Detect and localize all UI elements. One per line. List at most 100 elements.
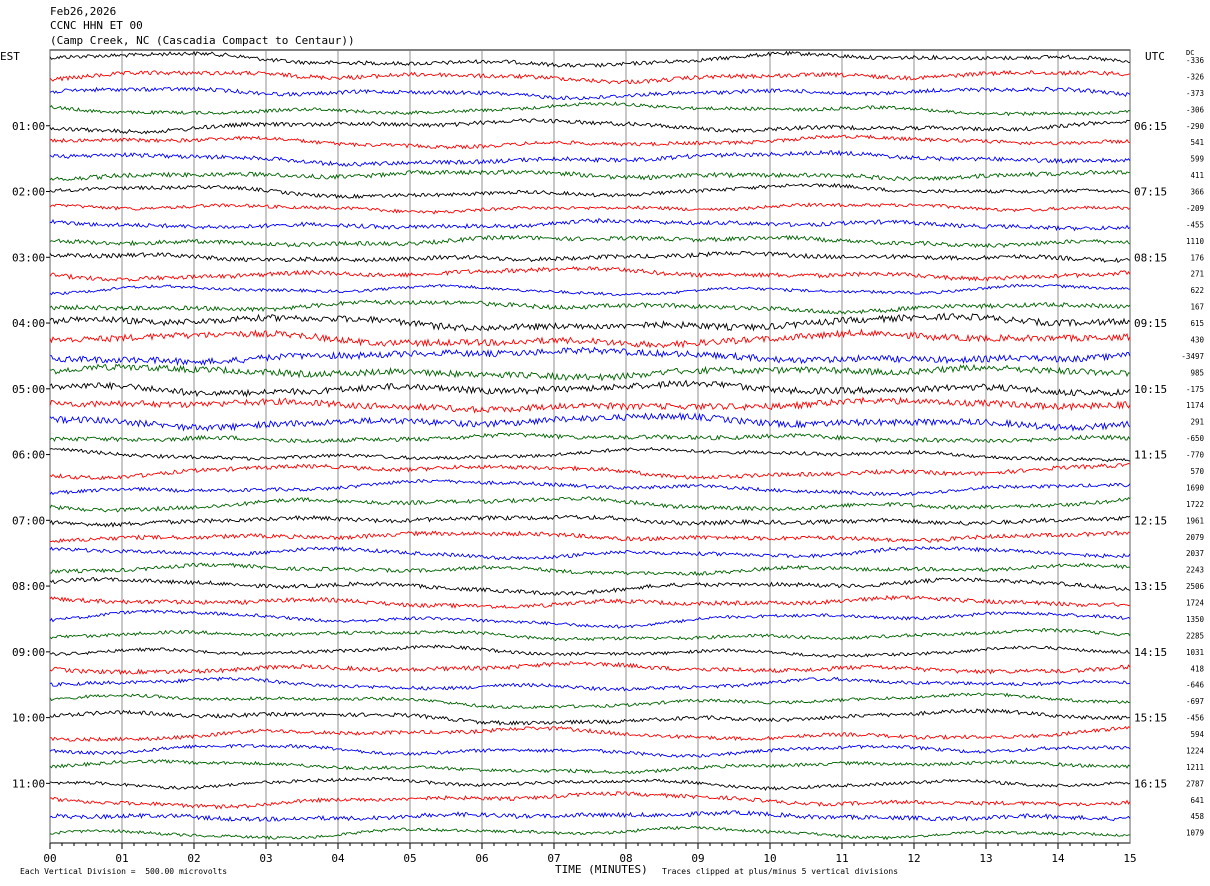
right-hour-label: 16:15 <box>1134 777 1167 790</box>
dc-offset-label: 1110 <box>1186 237 1205 246</box>
right-hour-label: 09:15 <box>1134 317 1167 330</box>
right-hour-label: 14:15 <box>1134 646 1167 659</box>
scale-note: Each Vertical Division = 500.00 microvol… <box>20 867 227 876</box>
trace-line <box>50 645 1130 657</box>
trace-line <box>50 119 1130 134</box>
trace-line <box>50 479 1130 495</box>
dc-offset-label: 2037 <box>1186 549 1204 558</box>
dc-offset-label: 599 <box>1190 155 1204 164</box>
dc-offset-label: -209 <box>1186 204 1204 213</box>
dc-offset-label: 641 <box>1190 796 1204 805</box>
trace-line <box>50 727 1130 742</box>
dc-offset-label: 2506 <box>1186 582 1205 591</box>
x-tick-label: 03 <box>259 852 272 865</box>
trace-line <box>50 284 1130 295</box>
dc-offset-label: 418 <box>1190 664 1204 673</box>
x-tick-label: 00 <box>43 852 56 865</box>
dc-offset-label: -3497 <box>1181 352 1204 361</box>
trace-line <box>50 677 1130 690</box>
dc-offset-label: -336 <box>1186 56 1205 65</box>
trace-line <box>50 300 1130 314</box>
trace-line <box>50 102 1130 115</box>
dc-offset-label: -650 <box>1186 434 1205 443</box>
trace-line <box>50 745 1130 758</box>
right-hour-label: 11:15 <box>1134 449 1167 462</box>
trace-line <box>50 792 1130 809</box>
dc-offset-label: 411 <box>1190 171 1204 180</box>
trace-line <box>50 267 1130 281</box>
left-hour-label: 02:00 <box>12 186 45 199</box>
dc-offset-label: 1031 <box>1186 648 1204 657</box>
plot-frame <box>50 50 1130 843</box>
dc-offset-label: -646 <box>1186 681 1205 690</box>
dc-offset-label: 1961 <box>1186 516 1204 525</box>
trace-line <box>50 314 1130 331</box>
dc-offset-label: 1690 <box>1186 483 1205 492</box>
trace-line <box>50 364 1130 380</box>
left-hour-label: 07:00 <box>12 514 45 527</box>
right-hour-label: 07:15 <box>1134 186 1167 199</box>
trace-line <box>50 252 1130 263</box>
x-tick-label: 12 <box>907 852 920 865</box>
trace-line <box>50 811 1130 821</box>
dc-offset-label: 2285 <box>1186 631 1204 640</box>
dc-offset-label: 570 <box>1190 467 1204 476</box>
x-tick-label: 15 <box>1123 852 1136 865</box>
dc-offset-label: 291 <box>1190 418 1204 427</box>
x-tick-label: 02 <box>187 852 200 865</box>
trace-line <box>50 578 1130 596</box>
left-hour-label: 04:00 <box>12 317 45 330</box>
trace-line <box>50 778 1130 791</box>
trace-line <box>50 398 1130 413</box>
dc-offset-label: 2243 <box>1186 566 1204 575</box>
dc-offset-label: 1174 <box>1186 401 1205 410</box>
dc-offset-label: 1724 <box>1186 599 1205 608</box>
dc-offset-label: 985 <box>1190 368 1204 377</box>
trace-line <box>50 693 1130 709</box>
dc-offset-label: 2079 <box>1186 533 1204 542</box>
trace-line <box>50 662 1130 674</box>
dc-offset-label: -697 <box>1186 697 1204 706</box>
dc-offset-label: -456 <box>1186 714 1205 723</box>
dc-offset-label: 1722 <box>1186 500 1204 509</box>
dc-offset-label: 1350 <box>1186 615 1205 624</box>
dc-offset-label: -455 <box>1186 220 1204 229</box>
right-hour-label: 12:15 <box>1134 514 1167 527</box>
x-tick-label: 14 <box>1051 852 1065 865</box>
x-tick-label: 06 <box>475 852 488 865</box>
trace-line <box>50 381 1130 397</box>
trace-line <box>50 203 1130 214</box>
dc-offset-label: 271 <box>1190 270 1204 279</box>
trace-line <box>50 563 1130 575</box>
trace-line <box>50 135 1130 149</box>
trace-line <box>50 547 1130 560</box>
x-tick-label: 13 <box>979 852 992 865</box>
right-hour-label: 13:15 <box>1134 580 1167 593</box>
trace-line <box>50 347 1130 364</box>
right-hour-label: 08:15 <box>1134 251 1167 264</box>
left-hour-label: 11:00 <box>12 777 45 790</box>
dc-offset-label: 1211 <box>1186 763 1204 772</box>
left-hour-label: 09:00 <box>12 646 45 659</box>
x-tick-label: 09 <box>691 852 704 865</box>
trace-line <box>50 827 1130 840</box>
trace-line <box>50 330 1130 348</box>
trace-line <box>50 151 1130 166</box>
trace-line <box>50 464 1130 480</box>
trace-line <box>50 170 1130 181</box>
dc-offset-label: 1079 <box>1186 829 1204 838</box>
dc-offset-label: 615 <box>1190 319 1204 328</box>
trace-line <box>50 433 1130 443</box>
right-hour-label: 15:15 <box>1134 712 1167 725</box>
trace-line <box>50 52 1130 67</box>
x-tick-label: 05 <box>403 852 416 865</box>
trace-line <box>50 87 1130 99</box>
trace-line <box>50 709 1130 725</box>
trace-line <box>50 219 1130 231</box>
dc-offset-label: -326 <box>1186 72 1205 81</box>
right-hour-label: 10:15 <box>1134 383 1167 396</box>
dc-offset-label: -175 <box>1186 385 1204 394</box>
dc-offset-label: 167 <box>1190 303 1204 312</box>
dc-offset-label: 458 <box>1190 812 1204 821</box>
